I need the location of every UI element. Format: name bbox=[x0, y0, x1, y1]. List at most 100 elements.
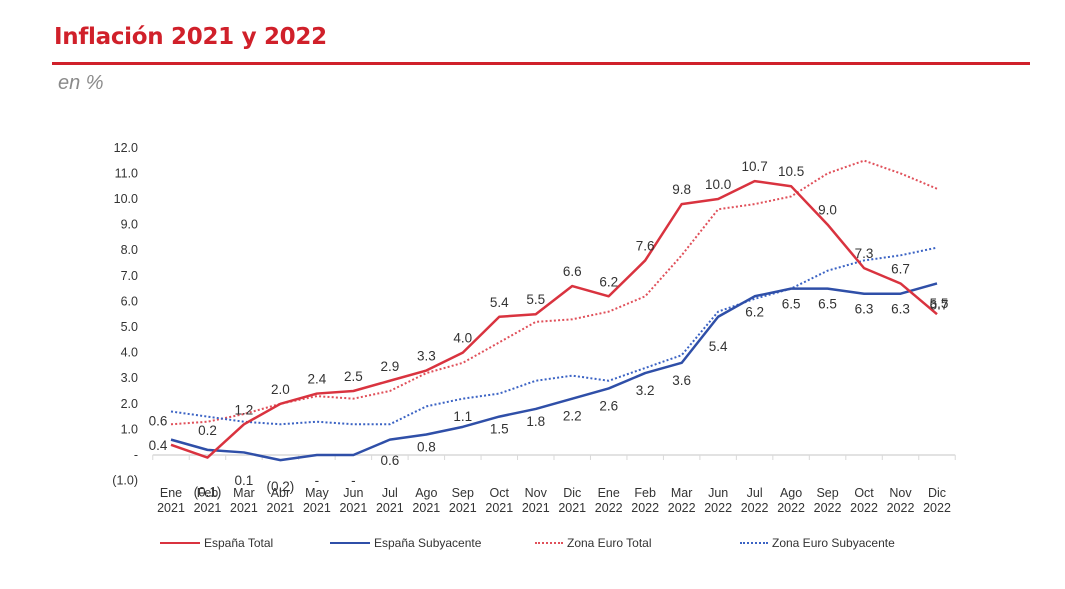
x-tick-label-month: Jun bbox=[708, 486, 728, 500]
data-label-espana-subyacente: 3.6 bbox=[672, 373, 691, 388]
x-tick-label-year: 2021 bbox=[558, 501, 586, 515]
x-tick-label-year: 2022 bbox=[923, 501, 951, 515]
x-tick-label-year: 2021 bbox=[194, 501, 222, 515]
data-label-espana-subyacente: 0.2 bbox=[198, 423, 217, 438]
chart-subtitle: en % bbox=[58, 72, 104, 94]
x-tick-label-year: 2022 bbox=[704, 501, 732, 515]
x-tick-label-month: Mar bbox=[671, 486, 693, 500]
x-tick-label-month: Ene bbox=[160, 486, 182, 500]
data-label-espana-subyacente: 6.2 bbox=[745, 304, 764, 319]
x-tick-label-month: Jul bbox=[382, 486, 398, 500]
series-line-espana-total bbox=[170, 179, 938, 459]
x-tick-label-month: Oct bbox=[490, 486, 510, 500]
data-label-espana-subyacente: 6.5 bbox=[818, 297, 837, 312]
data-label-espana-subyacente: - bbox=[351, 473, 356, 488]
data-label-espana-total: 7.3 bbox=[855, 246, 874, 261]
legend-swatch-espana-subyacente bbox=[330, 542, 370, 544]
series-lines bbox=[170, 159, 938, 462]
title-divider bbox=[52, 62, 1030, 65]
x-tick-label-year: 2022 bbox=[668, 501, 696, 515]
data-label-espana-subyacente: 0.8 bbox=[417, 440, 436, 455]
y-tick-label: 8.0 bbox=[121, 243, 138, 257]
x-tick-label-month: Feb bbox=[634, 486, 656, 500]
data-label-espana-total: 2.5 bbox=[344, 369, 363, 384]
data-label-espana-subyacente: (0.2) bbox=[267, 479, 295, 494]
legend-label: España Total bbox=[204, 536, 274, 550]
data-label-espana-subyacente: 1.1 bbox=[453, 409, 472, 424]
x-tick-label-year: 2022 bbox=[741, 501, 769, 515]
x-tick-label-month: Nov bbox=[525, 486, 548, 500]
x-tick-label-year: 2021 bbox=[485, 501, 513, 515]
data-label-espana-subyacente: 1.5 bbox=[490, 422, 509, 437]
y-tick-label: - bbox=[134, 448, 138, 462]
data-label-espana-total: 3.3 bbox=[417, 349, 436, 364]
x-tick-label-month: Jul bbox=[747, 486, 763, 500]
x-tick-label-month: Abr bbox=[271, 486, 290, 500]
x-tick-label-month: Ago bbox=[780, 486, 802, 500]
data-label-espana-total: 10.5 bbox=[778, 164, 804, 179]
data-label-espana-subyacente: 6.5 bbox=[782, 297, 801, 312]
data-label-espana-total: 10.0 bbox=[705, 177, 731, 192]
data-label-espana-total: 6.7 bbox=[891, 261, 910, 276]
x-tick-label-month: Jun bbox=[343, 486, 363, 500]
x-tick-label-month: Mar bbox=[233, 486, 255, 500]
x-tick-label-month: Nov bbox=[889, 486, 912, 500]
data-label-espana-total: 7.6 bbox=[636, 238, 655, 253]
x-tick-label-year: 2021 bbox=[449, 501, 477, 515]
x-tick-label-year: 2021 bbox=[267, 501, 295, 515]
data-label-espana-subyacente: 2.6 bbox=[599, 398, 618, 413]
data-label-espana-total: 6.6 bbox=[563, 264, 582, 279]
series-line-espana-subyacente bbox=[170, 282, 938, 462]
data-label-espana-total: 10.7 bbox=[741, 159, 767, 174]
x-tick-label-month: Dic bbox=[928, 486, 946, 500]
y-axis: (1.0) - 1.0 2.0 3.0 4.0 5.0 6.0 7.0 8.0 9.0 10.0 11.… bbox=[112, 141, 138, 488]
legend-label: Zona Euro Subyacente bbox=[772, 536, 895, 550]
y-tick-label: 1.0 bbox=[121, 422, 138, 436]
x-tick-label-month: Ago bbox=[415, 486, 437, 500]
data-label-espana-subyacente: - bbox=[315, 473, 320, 488]
data-labels: 0.4 (0.1) 1.2 2.0 2.4 2.5 2.9 3.3 4.0 5.4 5.5 6.6 6.… bbox=[149, 159, 949, 499]
y-tick-label: 7.0 bbox=[121, 269, 138, 283]
x-tick-label-year: 2021 bbox=[412, 501, 440, 515]
y-tick-label: 11.0 bbox=[115, 166, 138, 180]
data-label-espana-total: 1.2 bbox=[235, 402, 254, 417]
x-tick-label-year: 2021 bbox=[230, 501, 258, 515]
x-tick-label-year: 2022 bbox=[595, 501, 623, 515]
legend-swatch-zona-euro-total bbox=[535, 542, 563, 544]
data-label-espana-total: 6.2 bbox=[599, 274, 618, 289]
legend-swatch-zona-euro-subyacente bbox=[740, 542, 768, 544]
x-tick-label-year: 2022 bbox=[631, 501, 659, 515]
data-label-espana-total: (0.1) bbox=[194, 485, 222, 500]
data-label-espana-total: 5.5 bbox=[930, 296, 949, 311]
x-axis: Ene2021Feb2021Mar2021Abr2021May2021Jun20… bbox=[152, 454, 956, 515]
y-tick-label: 3.0 bbox=[121, 371, 138, 385]
data-label-espana-subyacente: 5.4 bbox=[709, 339, 728, 354]
data-label-espana-subyacente: 2.2 bbox=[563, 409, 582, 424]
x-tick-label-month: May bbox=[305, 486, 329, 500]
data-label-espana-total: 9.8 bbox=[672, 182, 691, 197]
data-label-espana-total: 9.0 bbox=[818, 203, 837, 218]
x-tick-label-year: 2022 bbox=[887, 501, 915, 515]
data-label-espana-total: 2.9 bbox=[380, 359, 399, 374]
data-label-espana-total: 4.0 bbox=[453, 331, 472, 346]
legend-label: España Subyacente bbox=[374, 536, 482, 550]
data-label-espana-subyacente: 1.8 bbox=[526, 414, 545, 429]
data-label-espana-subyacente: 0.1 bbox=[235, 473, 254, 488]
x-tick-label-year: 2022 bbox=[814, 501, 842, 515]
legend-label: Zona Euro Total bbox=[567, 536, 652, 550]
data-label-espana-subyacente: 6.3 bbox=[891, 302, 910, 317]
data-label-espana-subyacente: 0.6 bbox=[149, 414, 168, 429]
x-tick-label-month: Oct bbox=[854, 486, 874, 500]
data-label-espana-total: 2.4 bbox=[308, 372, 327, 387]
series-line-zona-euro-subyacente bbox=[170, 246, 938, 426]
x-tick-label-year: 2021 bbox=[376, 501, 404, 515]
data-label-espana-subyacente: 6.7 bbox=[930, 297, 949, 312]
x-tick-label-month: Feb bbox=[197, 486, 219, 500]
x-tick-label-month: Dic bbox=[563, 486, 581, 500]
x-tick-label-year: 2021 bbox=[522, 501, 550, 515]
x-tick-label-year: 2022 bbox=[850, 501, 878, 515]
chart-title: Inflación 2021 y 2022 bbox=[54, 24, 327, 50]
y-tick-label: 5.0 bbox=[121, 320, 138, 334]
y-tick-label: 9.0 bbox=[121, 218, 138, 232]
